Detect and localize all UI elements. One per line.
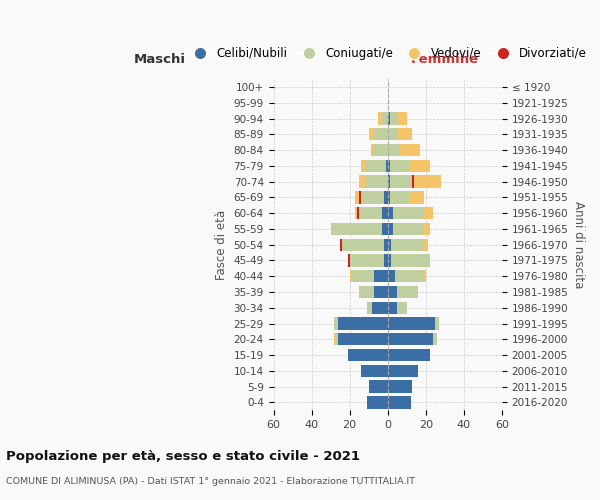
Bar (384, 192, 388, 203)
Bar (388, 286, 397, 298)
Bar (368, 128, 374, 140)
Bar (388, 192, 389, 203)
Bar (361, 192, 384, 203)
Text: Femmine: Femmine (411, 53, 479, 66)
Bar (388, 270, 395, 282)
Bar (352, 270, 374, 282)
Bar (386, 160, 388, 172)
Bar (367, 302, 373, 314)
Bar (374, 128, 388, 140)
Bar (388, 302, 397, 314)
Bar (382, 112, 388, 124)
Bar (388, 160, 389, 172)
Bar (424, 207, 433, 220)
Y-axis label: Fasce di età: Fasce di età (215, 210, 228, 280)
Bar (388, 364, 418, 377)
Bar (409, 160, 430, 172)
Bar (350, 270, 352, 282)
Bar (388, 144, 399, 156)
Bar (384, 238, 388, 251)
Bar (382, 207, 388, 220)
Bar (388, 128, 397, 140)
Bar (367, 396, 388, 408)
Bar (361, 160, 365, 172)
Bar (388, 223, 394, 235)
Bar (348, 349, 388, 361)
Bar (388, 349, 430, 361)
Bar (334, 318, 338, 330)
Bar (397, 286, 418, 298)
Bar (342, 238, 384, 251)
Bar (374, 144, 388, 156)
Bar (391, 254, 430, 266)
Bar (355, 192, 359, 203)
Bar (331, 223, 332, 235)
Bar (332, 223, 382, 235)
Bar (374, 286, 388, 298)
Bar (433, 333, 437, 345)
Bar (415, 176, 441, 188)
Y-axis label: Anni di nascita: Anni di nascita (572, 201, 585, 288)
Bar (424, 223, 430, 235)
Bar (394, 207, 424, 220)
Bar (334, 333, 336, 345)
Bar (397, 128, 412, 140)
Bar (388, 380, 412, 393)
Bar (397, 302, 407, 314)
Text: Popolazione per età, sesso e stato civile - 2021: Popolazione per età, sesso e stato civil… (6, 450, 360, 463)
Bar (378, 112, 382, 124)
Bar (389, 160, 409, 172)
Bar (388, 238, 391, 251)
Bar (435, 318, 439, 330)
Bar (389, 112, 397, 124)
Bar (359, 192, 361, 203)
Bar (359, 286, 374, 298)
Bar (359, 176, 365, 188)
Bar (394, 223, 424, 235)
Bar (412, 176, 415, 188)
Bar (388, 176, 389, 188)
Bar (365, 160, 386, 172)
Bar (365, 176, 388, 188)
Bar (371, 144, 374, 156)
Bar (338, 318, 388, 330)
Bar (399, 144, 420, 156)
Bar (355, 207, 357, 220)
Bar (389, 176, 412, 188)
Bar (424, 270, 426, 282)
Bar (348, 254, 350, 266)
Bar (359, 207, 382, 220)
Bar (388, 318, 435, 330)
Bar (384, 254, 388, 266)
Bar (373, 302, 388, 314)
Bar (368, 380, 388, 393)
Bar (388, 112, 389, 124)
Bar (388, 396, 410, 408)
Bar (340, 238, 342, 251)
Text: Maschi: Maschi (133, 53, 185, 66)
Bar (350, 254, 384, 266)
Bar (388, 207, 394, 220)
Bar (382, 223, 388, 235)
Bar (409, 192, 424, 203)
Bar (361, 364, 388, 377)
Bar (389, 192, 409, 203)
Bar (391, 238, 424, 251)
Bar (424, 238, 428, 251)
Bar (374, 270, 388, 282)
Bar (336, 333, 338, 345)
Legend: Celibi/Nubili, Coniugati/e, Vedovi/e, Divorziati/e: Celibi/Nubili, Coniugati/e, Vedovi/e, Di… (184, 42, 592, 64)
Text: COMUNE DI ALIMINUSA (PA) - Dati ISTAT 1° gennaio 2021 - Elaborazione TUTTITALIA.: COMUNE DI ALIMINUSA (PA) - Dati ISTAT 1°… (6, 478, 415, 486)
Bar (395, 270, 424, 282)
Bar (397, 112, 407, 124)
Bar (338, 333, 388, 345)
Bar (357, 207, 359, 220)
Bar (388, 254, 391, 266)
Bar (388, 333, 433, 345)
